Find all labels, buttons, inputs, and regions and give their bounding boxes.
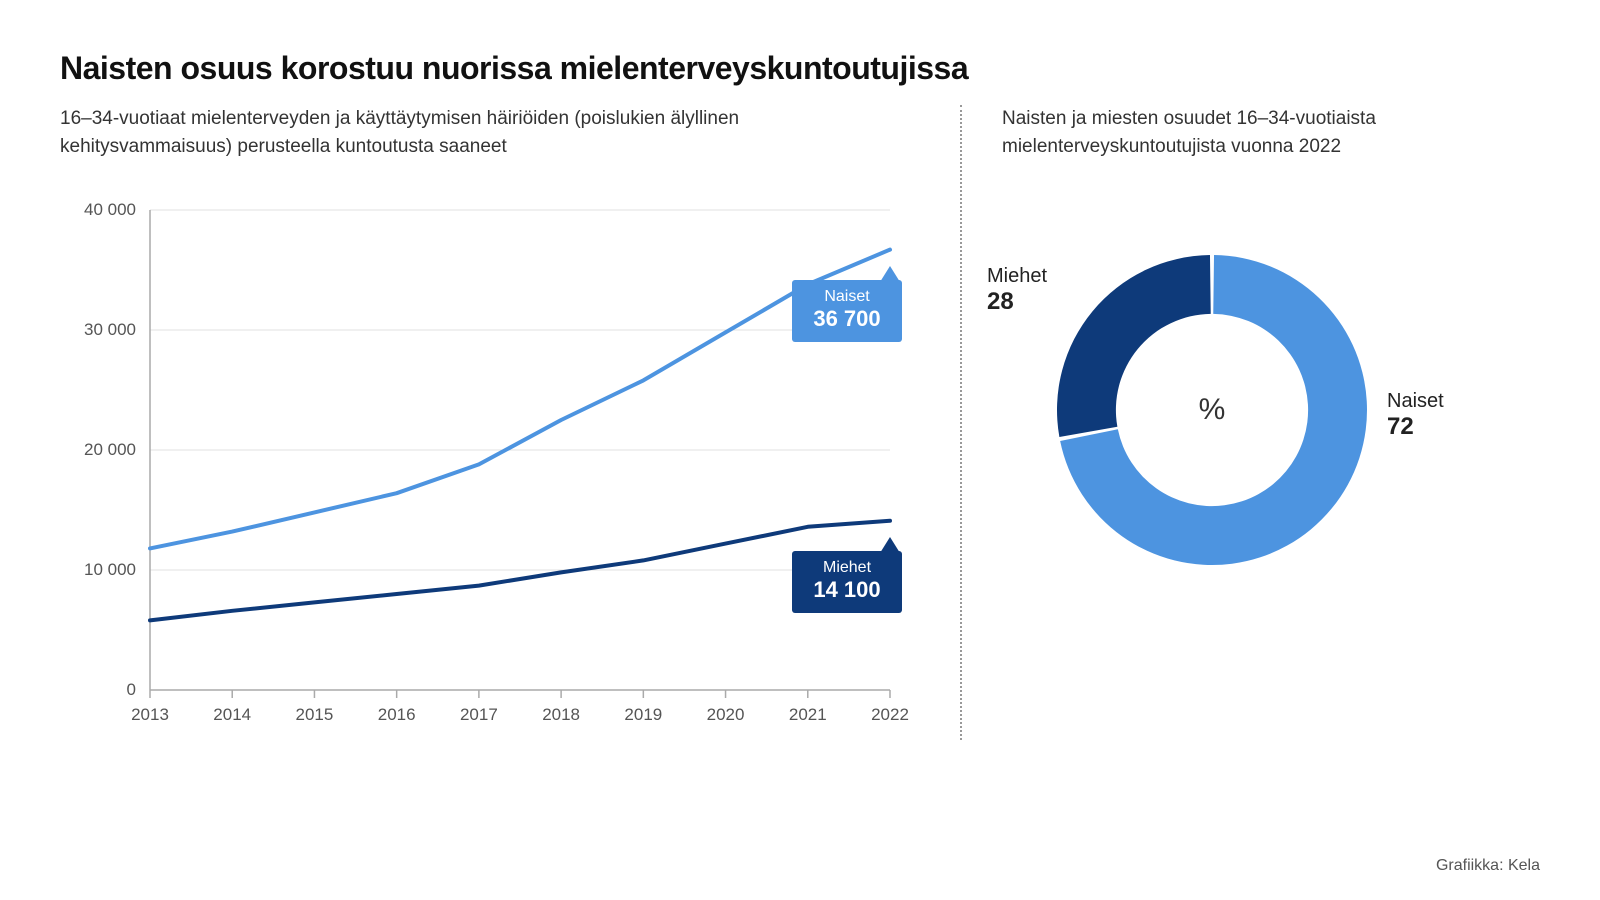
donut-label-miehet-value: 28 bbox=[987, 288, 1047, 316]
svg-text:2016: 2016 bbox=[378, 705, 416, 724]
callout-miehet-pointer bbox=[880, 537, 900, 553]
callout-miehet: Miehet 14 100 bbox=[792, 551, 902, 613]
donut-label-miehet: Miehet 28 bbox=[987, 265, 1047, 316]
donut-label-naiset: Naiset 72 bbox=[1387, 390, 1444, 441]
svg-text:2020: 2020 bbox=[707, 705, 745, 724]
donut-label-naiset-text: Naiset bbox=[1387, 390, 1444, 413]
line-chart-subtitle: 16–34-vuotiaat mielenterveyden ja käyttä… bbox=[60, 105, 780, 160]
svg-text:2018: 2018 bbox=[542, 705, 580, 724]
donut-label-naiset-value: 72 bbox=[1387, 413, 1444, 441]
donut-center-label: % bbox=[1199, 393, 1226, 427]
callout-naiset-pointer bbox=[880, 266, 900, 282]
svg-text:2022: 2022 bbox=[871, 705, 909, 724]
chart-columns: 16–34-vuotiaat mielenterveyden ja käyttä… bbox=[60, 105, 1540, 740]
svg-text:10 000: 10 000 bbox=[84, 560, 136, 579]
svg-text:2015: 2015 bbox=[296, 705, 334, 724]
svg-text:2013: 2013 bbox=[131, 705, 169, 724]
callout-miehet-label: Miehet bbox=[806, 559, 888, 577]
line-chart-panel: 16–34-vuotiaat mielenterveyden ja käyttä… bbox=[60, 105, 920, 740]
callout-naiset-value: 36 700 bbox=[806, 306, 888, 332]
donut-chart-subtitle: Naisten ja miesten osuudet 16–34-vuotiai… bbox=[1002, 105, 1460, 160]
callout-naiset: Naiset 36 700 bbox=[792, 280, 902, 342]
svg-text:40 000: 40 000 bbox=[84, 200, 136, 219]
svg-text:2014: 2014 bbox=[213, 705, 251, 724]
svg-text:2017: 2017 bbox=[460, 705, 498, 724]
line-chart-area: 0 10 000 20 000 30 000 40 000 2013 2014 2015 201… bbox=[60, 180, 920, 740]
svg-text:2021: 2021 bbox=[789, 705, 827, 724]
callout-miehet-value: 14 100 bbox=[806, 577, 888, 603]
line-chart-svg: 0 10 000 20 000 30 000 40 000 2013 2014 2015 201… bbox=[60, 180, 920, 740]
chart-title: Naisten osuus korostuu nuorissa mielente… bbox=[60, 50, 1540, 87]
svg-text:2019: 2019 bbox=[624, 705, 662, 724]
donut-chart-area: % Naiset 72 Miehet 28 bbox=[1002, 200, 1422, 620]
donut-chart-panel: Naisten ja miesten osuudet 16–34-vuotiai… bbox=[960, 105, 1460, 740]
callout-naiset-label: Naiset bbox=[806, 288, 888, 306]
credit-text: Grafiikka: Kela bbox=[1436, 857, 1540, 875]
svg-text:30 000: 30 000 bbox=[84, 320, 136, 339]
donut-label-miehet-text: Miehet bbox=[987, 265, 1047, 288]
svg-text:0: 0 bbox=[127, 680, 136, 699]
svg-text:20 000: 20 000 bbox=[84, 440, 136, 459]
